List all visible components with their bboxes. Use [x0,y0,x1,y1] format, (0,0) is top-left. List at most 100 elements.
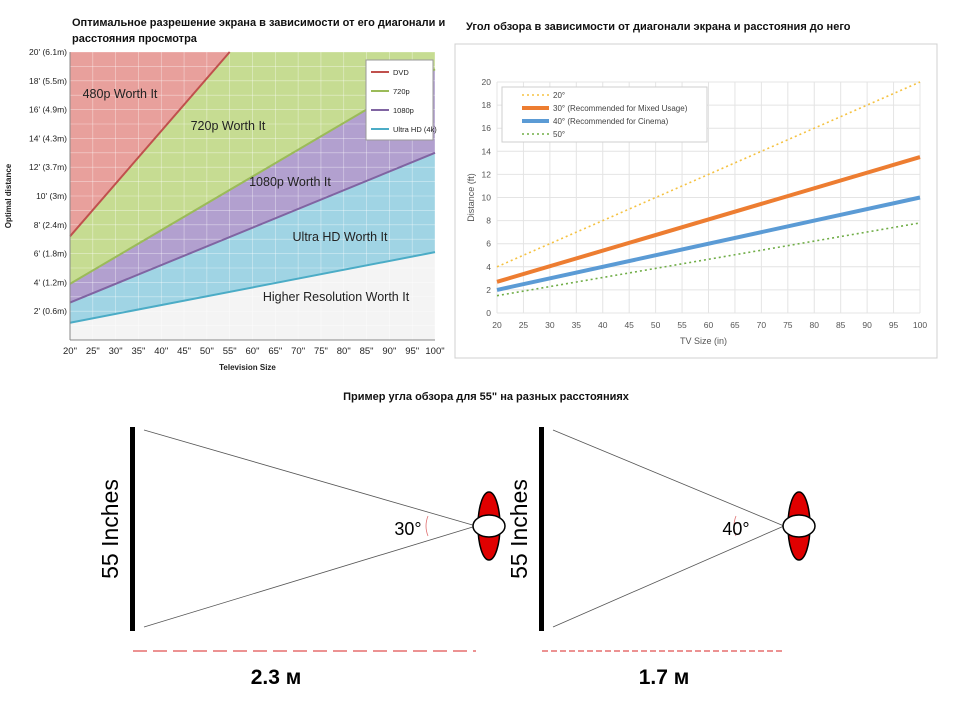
series-line [496,155,921,284]
y-tick-label: 8' (2.4m) [34,220,67,230]
x-tick-label: 95" [405,346,419,357]
x-tick-label: 55" [223,346,237,357]
y-tick-label: 2 [486,285,491,295]
legend-label: 1080p [393,106,414,115]
y-tick-label: 6' (1.8m) [34,249,67,259]
angle-arc [733,515,737,537]
x-tick-label: 100" [425,346,444,357]
y-tick-label: 12' (3.7m) [29,162,67,172]
x-tick-label: 65" [268,346,282,357]
region-label: 480p Worth It [83,87,158,101]
x-tick-label: 75" [314,346,328,357]
x-tick-label: 30 [545,320,555,330]
bottom-title: Пример угла обзора для 55" на разных рас… [343,391,630,403]
legend-label: 30° (Recommended for Mixed Usage) [553,104,688,113]
y-tick-label: 0 [486,308,491,318]
x-tick-label: 70 [757,320,767,330]
y-tick-label: 20 [482,77,492,87]
x-tick-label: 20 [492,320,502,330]
region-label: 1080p Worth It [249,175,331,189]
x-tick-label: 60 [704,320,714,330]
angle-arc [425,515,429,537]
viewing-angle-label: 40° [722,519,749,539]
distance-label: 1.7 м [639,666,690,689]
x-tick-label: 60" [246,346,260,357]
legend-label: DVD [393,68,409,77]
viewing-angle-label: 30° [394,519,421,539]
screen-size-label: 55 Inches [97,479,123,579]
x-tick-label: 95 [889,320,899,330]
viewer-eyes-icon [782,514,816,538]
x-tick-label: 100 [913,320,927,330]
legend-label: 20° [553,91,565,100]
view-cone-bottom-line [143,525,477,628]
y-tick-label: 4 [486,262,491,272]
series-line [69,51,231,237]
y-tick-label: 12 [482,169,492,179]
x-tick-label: 65 [730,320,740,330]
right-chart: 0 2 4 6 8 10 12 14 16 18 20 20 25 30 35 40 45 50 55 60 65 70 7… [466,77,927,346]
x-tick-label: 50 [651,320,661,330]
left-chart-title-line1: Оптимальное разрешение экрана в зависимо… [72,17,445,29]
view-cone-bottom-line [552,525,785,628]
series-line [69,151,436,304]
x-tick-label: 85" [360,346,374,357]
x-tick-label: 35 [572,320,582,330]
legend-label: Ultra HD (4k) [393,125,437,134]
tv-screen-bar [539,427,544,631]
y-axis-title: Distance (ft) [466,173,476,222]
distance-label: 2.3 м [251,666,302,689]
region-label: Higher Resolution Worth It [263,290,410,304]
region-label: Ultra HD Worth It [293,230,388,244]
right-chart-title: Угол обзора в зависимости от диагонали э… [466,21,851,33]
y-axis-title: Optimal distance [4,163,13,228]
x-tick-label: 45 [624,320,634,330]
view-cone-top-line [552,429,785,527]
y-tick-label: 20' (6.1m) [29,47,67,57]
y-tick-label: 14' (4.3m) [29,133,67,143]
x-tick-label: 25 [519,320,529,330]
y-tick-label: 14 [482,146,492,156]
x-tick-label: 45" [177,346,191,357]
left-chart-title-line2: расстояния просмотра [72,33,198,45]
tv-screen-bar [130,427,135,631]
x-tick-label: 90 [862,320,872,330]
series-line [496,222,921,297]
x-tick-label: 25" [86,346,100,357]
legend-box [365,59,434,141]
x-tick-label: 55 [677,320,687,330]
x-tick-label: 80 [810,320,820,330]
x-tick-label: 50" [200,346,214,357]
y-tick-label: 2' (0.6m) [34,306,67,316]
x-tick-label: 35" [131,346,145,357]
x-tick-label: 85 [836,320,846,330]
y-tick-label: 16' (4.9m) [29,105,67,115]
view-cone-top-line [143,429,477,527]
legend-label: 50° [553,130,565,139]
x-axis-title: Television Size [219,363,276,372]
series-line [496,81,921,268]
x-tick-label: 80" [337,346,351,357]
viewing-angle-illustration: 55 Inches 30° 2.3 м 55 Inches 40° 1.7 м [97,427,816,689]
y-tick-label: 4' (1.2m) [34,277,67,287]
legend-label: 720p [393,87,410,96]
x-tick-label: 90" [382,346,396,357]
region-label: 720p Worth It [191,119,266,133]
series-line [496,195,921,292]
x-tick-label: 20" [63,346,77,357]
left-chart: 2' (0.6m) 4' (1.2m) 6' (1.8m) 8' (2.4m) 10' … [4,47,445,372]
x-tick-label: 40" [154,346,168,357]
series-line [69,251,436,324]
x-axis-title: TV Size (in) [680,336,727,346]
x-tick-label: 40 [598,320,608,330]
x-tick-label: 30" [109,346,123,357]
screen-size-label: 55 Inches [506,479,532,579]
x-tick-label: 70" [291,346,305,357]
y-tick-label: 6 [486,239,491,249]
legend-label: 40° (Recommended for Cinema) [553,117,669,126]
x-tick-label: 75 [783,320,793,330]
y-tick-label: 8 [486,216,491,226]
y-tick-label: 18' (5.5m) [29,76,67,86]
y-tick-label: 16 [482,123,492,133]
